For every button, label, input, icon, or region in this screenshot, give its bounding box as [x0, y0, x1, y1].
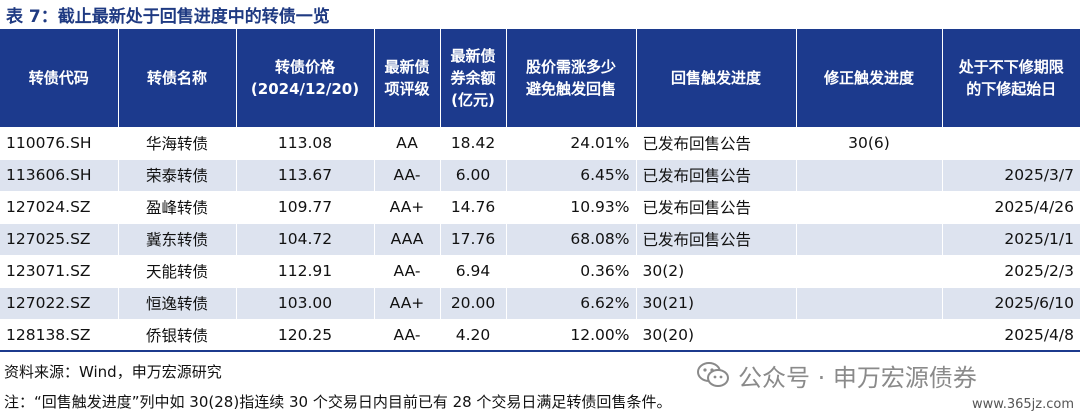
- table-cell: [795, 223, 942, 256]
- table-cell: 侨银转债: [117, 319, 236, 352]
- column-header: 股价需涨多少 避免触发回售: [505, 29, 636, 127]
- table-cell: [795, 191, 942, 224]
- table-cell: 30(21): [635, 287, 796, 320]
- table-cell: 2025/6/10: [941, 287, 1080, 320]
- table-row: 127024.SZ 盈峰转债 109.77 AA+ 14.76 10.93% 已发布回售公告…: [0, 191, 1080, 224]
- table-cell: 30(2): [635, 255, 796, 288]
- table-cell: 113606.SH: [0, 159, 118, 192]
- table-cell: 20.00: [439, 287, 506, 320]
- table-cell: 6.62%: [505, 287, 636, 320]
- column-header: 最新债 项评级: [373, 29, 440, 127]
- table-row: 123071.SZ 天能转债 112.91 AA- 6.94 0.36% 30(2) 2025…: [0, 255, 1080, 288]
- table-cell: 0.36%: [505, 255, 636, 288]
- table-cell: 6.45%: [505, 159, 636, 192]
- table-cell: [795, 255, 942, 288]
- watermark-text: 公众号 · 申万宏源债券: [738, 363, 977, 392]
- convertible-bond-table: 转债代码 转债名称 转债价格 (2024/12/20) 最新债 项评级 最新债 券余额 (亿元)…: [0, 29, 1080, 352]
- table-cell: 112.91: [235, 255, 374, 288]
- table-cell: 2025/1/1: [941, 223, 1080, 256]
- table-cell: AA+: [373, 191, 440, 224]
- table-cell: 103.00: [235, 287, 374, 320]
- table-header-row: 转债代码 转债名称 转债价格 (2024/12/20) 最新债 项评级 最新债 券余额 (亿元)…: [0, 29, 1080, 127]
- table-row: 127025.SZ 冀东转债 104.72 AAA 17.76 68.08% 已发布回售公告…: [0, 223, 1080, 256]
- table-title: 表 7：截止最新处于回售进度中的转债一览: [6, 7, 330, 27]
- table-cell: 127025.SZ: [0, 223, 118, 256]
- table-row: 127022.SZ 恒逸转债 103.00 AA+ 20.00 6.62% 30(21) 20…: [0, 287, 1080, 320]
- column-header: 处于不下修期限 的下修起始日: [941, 29, 1080, 127]
- table-cell: 113.67: [235, 159, 374, 192]
- table-cell: 128138.SZ: [0, 319, 118, 352]
- table-cell: 2025/4/8: [941, 319, 1080, 352]
- table-cell: 104.72: [235, 223, 374, 256]
- table-cell: 24.01%: [505, 127, 636, 160]
- column-header: 回售触发进度: [635, 29, 796, 127]
- table-cell: 已发布回售公告: [635, 223, 796, 256]
- table-row: 113606.SH 荣泰转债 113.67 AA- 6.00 6.45% 已发布回售公告 20…: [0, 159, 1080, 192]
- table-cell: 冀东转债: [117, 223, 236, 256]
- table-cell: 已发布回售公告: [635, 191, 796, 224]
- column-header: 最新债 券余额 (亿元): [439, 29, 506, 127]
- table-cell: [795, 159, 942, 192]
- column-header: 转债价格 (2024/12/20): [235, 29, 374, 127]
- table-cell: [795, 287, 942, 320]
- table-cell: 4.20: [439, 319, 506, 352]
- table-cell: 18.42: [439, 127, 506, 160]
- table-cell: 30(6): [795, 127, 942, 160]
- table-cell: 68.08%: [505, 223, 636, 256]
- table-cell: 2025/3/7: [941, 159, 1080, 192]
- table-cell: 30(20): [635, 319, 796, 352]
- table-cell: 6.00: [439, 159, 506, 192]
- table-cell: AA: [373, 127, 440, 160]
- table-cell: AA-: [373, 255, 440, 288]
- source-note: 资料来源：Wind，申万宏源研究: [4, 363, 222, 381]
- table-cell: 2025/4/26: [941, 191, 1080, 224]
- table-cell: 127022.SZ: [0, 287, 118, 320]
- table-cell: 恒逸转债: [117, 287, 236, 320]
- table-cell: 120.25: [235, 319, 374, 352]
- table-cell: 14.76: [439, 191, 506, 224]
- table-cell: AA-: [373, 159, 440, 192]
- watermark: 公众号 · 申万宏源债券: [696, 358, 977, 392]
- table-cell: AAA: [373, 223, 440, 256]
- table-cell: 110076.SH: [0, 127, 118, 160]
- table-cell: 2025/2/3: [941, 255, 1080, 288]
- table-cell: 天能转债: [117, 255, 236, 288]
- table-cell: AA+: [373, 287, 440, 320]
- table-cell: 荣泰转债: [117, 159, 236, 192]
- table-cell: 17.76: [439, 223, 506, 256]
- table-cell: 10.93%: [505, 191, 636, 224]
- table-row: 110076.SH 华海转债 113.08 AA 18.42 24.01% 已发布回售公告 3…: [0, 127, 1080, 160]
- table-cell: 盈峰转债: [117, 191, 236, 224]
- wechat-icon: [696, 360, 730, 390]
- column-header: 转债代码: [0, 29, 118, 127]
- table-cell: 123071.SZ: [0, 255, 118, 288]
- table-cell: [941, 127, 1080, 160]
- table-body: 110076.SH 华海转债 113.08 AA 18.42 24.01% 已发布回售公告 3…: [0, 127, 1080, 352]
- table-cell: 华海转债: [117, 127, 236, 160]
- table-cell: 109.77: [235, 191, 374, 224]
- table-cell: 已发布回售公告: [635, 127, 796, 160]
- table-cell: 6.94: [439, 255, 506, 288]
- table-cell: 127024.SZ: [0, 191, 118, 224]
- table-cell: [795, 319, 942, 352]
- column-header: 转债名称: [117, 29, 236, 127]
- table-cell: AA-: [373, 319, 440, 352]
- table-row: 128138.SZ 侨银转债 120.25 AA- 4.20 12.00% 30(20) 20…: [0, 319, 1080, 352]
- footnote: 注：“回售触发进度”列中如 30(28)指连续 30 个交易日内目前已有 28 …: [4, 393, 672, 411]
- table-cell: 113.08: [235, 127, 374, 160]
- table-cell: 已发布回售公告: [635, 159, 796, 192]
- watermark-site: www.365jz.com: [972, 397, 1074, 412]
- column-header: 修正触发进度: [795, 29, 942, 127]
- table-cell: 12.00%: [505, 319, 636, 352]
